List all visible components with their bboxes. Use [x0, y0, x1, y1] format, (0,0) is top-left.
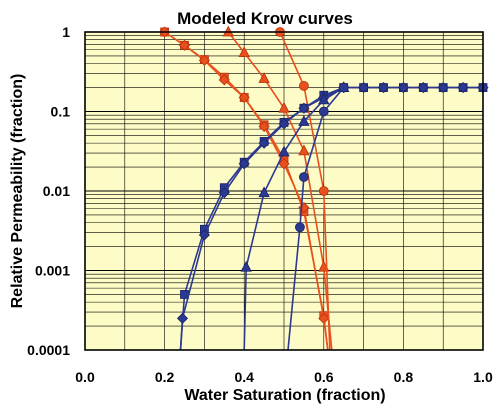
water-point: [295, 222, 305, 233]
y-axis-label: Relative Permeability (fraction): [9, 74, 26, 309]
water-point: [258, 186, 270, 198]
water-point: [198, 229, 210, 241]
y-tick-label: 0.0001: [27, 342, 70, 358]
y-tick-label: 0.001: [35, 263, 70, 279]
water-point: [358, 82, 370, 94]
oil-line: [279, 31, 331, 351]
x-tick-label: 0.8: [394, 369, 414, 385]
oil-point: [278, 101, 290, 113]
oil-point: [258, 72, 270, 83]
series-layer: [159, 25, 489, 351]
water-point: [176, 312, 189, 324]
oil-point: [218, 74, 230, 86]
x-tick-label: 0.6: [314, 369, 334, 385]
water-point: [278, 118, 290, 130]
water-point: [238, 158, 250, 170]
water-point: [417, 82, 429, 94]
oil-point: [238, 46, 250, 58]
water-point: [298, 172, 309, 182]
water-series-circle: [287, 82, 349, 351]
oil-point: [318, 186, 329, 196]
water-point: [240, 260, 252, 272]
oil-point: [178, 39, 191, 51]
x-tick-label: 1.0: [473, 369, 493, 385]
water-point: [318, 93, 330, 105]
water-point: [278, 145, 290, 157]
chart-title: Modeled Krow curves: [177, 9, 353, 28]
oil-point: [238, 91, 250, 104]
water-point: [397, 82, 409, 94]
oil-point: [278, 158, 290, 170]
oil-point: [198, 54, 210, 66]
oil-point: [258, 120, 270, 132]
water-point: [338, 82, 349, 93]
water-point: [218, 187, 230, 199]
oil-point: [298, 144, 310, 156]
water-point: [437, 82, 449, 94]
water-point: [298, 115, 310, 126]
oil-point: [298, 80, 309, 91]
water-point: [457, 82, 469, 94]
oil-line: [164, 31, 329, 351]
y-tick-label: 1: [62, 24, 70, 40]
x-tick-label: 0.0: [75, 369, 95, 385]
water-point: [298, 102, 310, 114]
water-point: [377, 82, 390, 94]
water-point: [318, 106, 329, 117]
water-point: [258, 137, 270, 149]
x-axis-label: Water Saturation (fraction): [184, 387, 385, 404]
oil-series-diamond: [159, 26, 330, 351]
x-tick-label: 0.4: [234, 369, 254, 385]
y-tick-label: 0.01: [43, 183, 70, 199]
oil-series-circle: [275, 27, 331, 351]
y-tick-label: 0.1: [51, 104, 71, 120]
tick-labels: 0.0 0.2 0.4 0.6 0.8 1.0 1 0.1 0.01 0.001 0.0001: [27, 24, 493, 385]
plot-border: [84, 31, 484, 351]
x-tick-label: 0.2: [155, 369, 175, 385]
oil-point: [318, 312, 330, 324]
